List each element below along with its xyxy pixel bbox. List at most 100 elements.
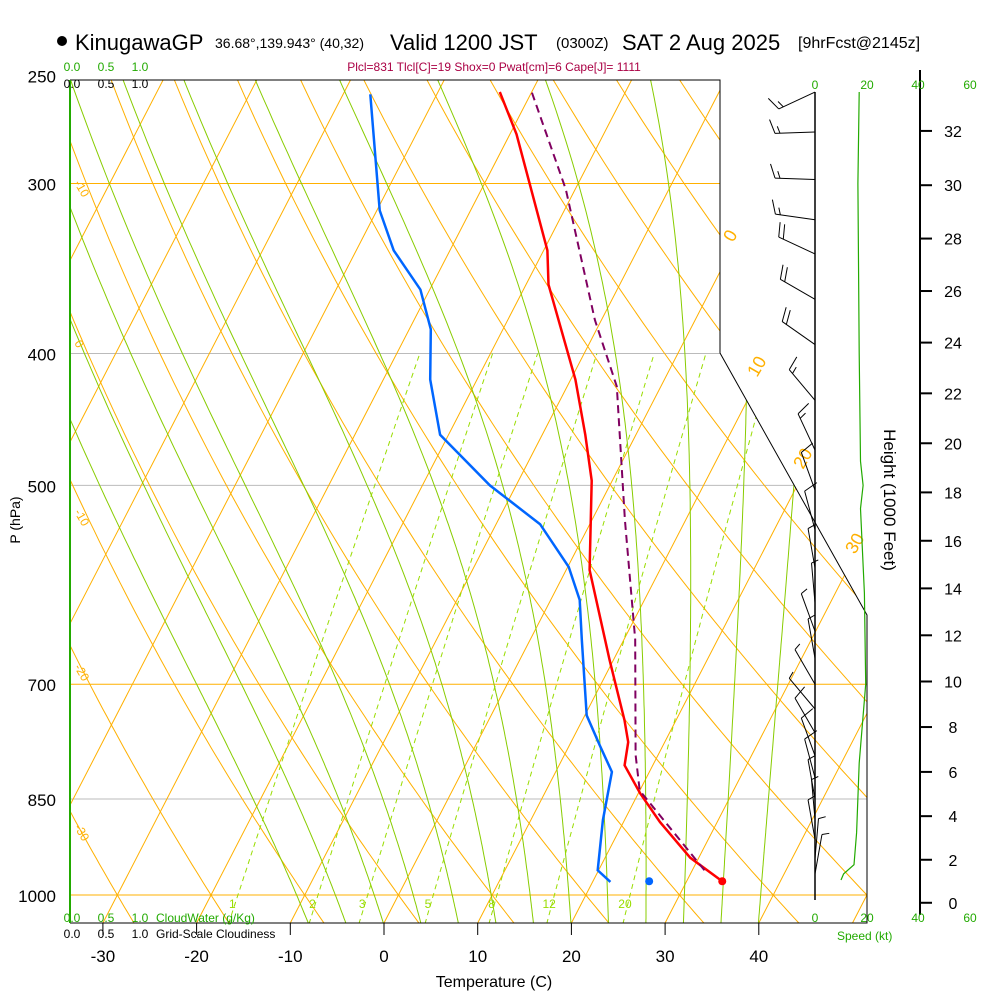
- height-tick-label: 24: [944, 336, 962, 353]
- forecast-info: [9hrFcst@2145z]: [798, 35, 920, 52]
- barb-shaft: [775, 132, 815, 133]
- cloudiness-tick-label: 0.5: [98, 927, 115, 941]
- x-tick-label: 20: [562, 947, 581, 966]
- isotherm-line: [759, 76, 1000, 923]
- cloudwater-tick-label: 1.0: [132, 60, 149, 74]
- height-tick-label: 2: [949, 853, 958, 870]
- wind-speed-profile: [841, 92, 866, 880]
- height-tick-label: 20: [944, 436, 962, 453]
- barb-half-feather: [795, 644, 800, 650]
- isotherm-line: [571, 76, 1000, 923]
- cloudiness-tick-label: 1.0: [132, 927, 149, 941]
- x-axis-label: Temperature (C): [436, 974, 552, 991]
- wind-barb: [789, 357, 815, 400]
- height-tick-label: 14: [944, 581, 962, 598]
- barb-shaft: [795, 650, 815, 685]
- height-tick-label: 0: [949, 896, 958, 913]
- barb-shaft: [805, 491, 815, 530]
- barb-feather: [780, 265, 783, 280]
- surface-temperature-marker: [718, 877, 726, 885]
- cloudiness-tick-label: 1.0: [132, 77, 149, 91]
- pressure-label: 250: [28, 68, 56, 87]
- isotherm-line: [197, 76, 634, 923]
- pressure-label: 850: [28, 791, 56, 810]
- cloudwater-label: CloudWater (g/Kg): [156, 911, 255, 925]
- isotherm-label: 0: [719, 226, 741, 245]
- barb-half-feather: [779, 208, 781, 215]
- height-tick-label: 18: [944, 485, 962, 502]
- x-tick-label: 0: [379, 947, 388, 966]
- dry-adiabat-line: [599, 52, 1000, 924]
- dry-adiabat-line: [101, 52, 610, 924]
- barb-feather: [772, 200, 775, 215]
- moist-adiabat-line: [758, 76, 819, 924]
- y-axis-label: P (hPa): [7, 496, 23, 543]
- height-tick-label: 28: [944, 232, 962, 249]
- wind-barb: [779, 222, 815, 254]
- barb-feather: [785, 267, 788, 282]
- barb-feather: [768, 98, 778, 109]
- cloudwater-tick-label: 0.0: [64, 911, 81, 925]
- mixing-ratio-line: [359, 354, 538, 924]
- height-tick-label: 8: [949, 720, 958, 737]
- cloudwater-tick-label: 1.0: [132, 911, 149, 925]
- barb-shaft: [779, 237, 815, 254]
- wind-barb: [780, 265, 815, 300]
- barb-shaft: [798, 414, 815, 450]
- left-isopleth-label: -20: [71, 662, 92, 684]
- moist-adiabat-line: [69, 76, 421, 924]
- speed-tick-label: 20: [860, 911, 874, 925]
- moist-adiabat-line: [436, 76, 609, 924]
- moist-adiabat-line: [721, 76, 748, 924]
- barb-feather: [782, 307, 786, 321]
- cloudwater-tick-label: 0.5: [98, 60, 115, 74]
- wind-barb: [768, 92, 815, 109]
- left-isopleth-label: -10: [71, 178, 92, 200]
- barb-shaft: [808, 619, 815, 658]
- speed-tick-label: 60: [963, 78, 977, 92]
- mixing-ratio-line: [309, 354, 493, 924]
- barb-half-feather: [822, 833, 829, 834]
- valid-time: Valid 1200 JST: [390, 30, 538, 55]
- isotherm-line: [0, 76, 165, 923]
- pressure-label: 300: [28, 175, 56, 194]
- moist-adiabat-line: [122, 76, 459, 924]
- wind-barb: [771, 164, 815, 180]
- barb-half-feather: [777, 126, 780, 133]
- pressure-label: 700: [28, 676, 56, 695]
- station-dot-icon: [57, 36, 67, 46]
- x-tick-label: -10: [278, 947, 303, 966]
- barb-half-feather: [778, 102, 783, 107]
- pressure-label: 400: [28, 345, 56, 364]
- barb-feather: [786, 310, 790, 324]
- height-tick-label: 30: [944, 178, 962, 195]
- dry-adiabat-line: [225, 52, 800, 924]
- mixing-ratio-label: 2: [309, 897, 316, 911]
- wind-barb: [815, 817, 826, 859]
- mixing-ratio-line: [425, 354, 597, 924]
- pressure-label: 1000: [18, 887, 56, 906]
- barb-shaft: [801, 594, 815, 632]
- height-tick-label: 16: [944, 534, 962, 551]
- isotherm-label: 10: [743, 353, 770, 380]
- height-tick-label: 4: [949, 809, 958, 826]
- valid-date: SAT 2 Aug 2025: [622, 30, 780, 55]
- x-tick-label: 30: [656, 947, 675, 966]
- cloudwater-tick-label: 0.5: [98, 911, 115, 925]
- height-tick-label: 22: [944, 386, 962, 403]
- plot-border: [70, 80, 867, 923]
- barb-shaft: [775, 214, 815, 220]
- wind-barb: [795, 644, 815, 684]
- mixing-ratio-label: 1: [229, 897, 236, 911]
- isotherm-line: [384, 76, 821, 923]
- height-tick-label: 6: [949, 765, 958, 782]
- dry-adiabat-line: [537, 52, 1000, 924]
- barb-shaft: [775, 178, 815, 179]
- mixing-ratio-line: [489, 354, 654, 924]
- height-tick-label: 10: [944, 675, 962, 692]
- barb-feather: [795, 687, 805, 698]
- cloudiness-tick-label: 0.0: [64, 77, 81, 91]
- barb-half-feather: [801, 589, 807, 594]
- left-isopleth-label: -10: [71, 507, 92, 529]
